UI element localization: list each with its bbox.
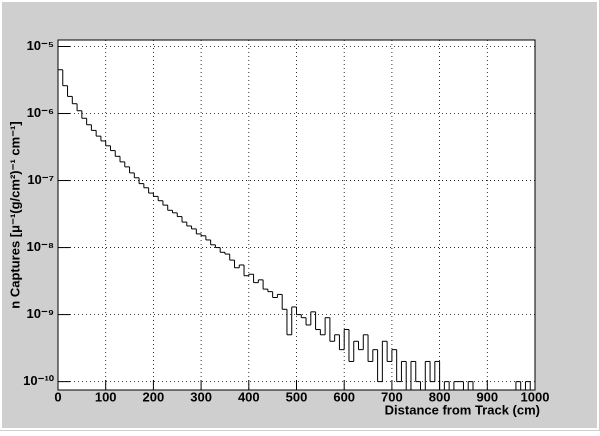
y-tick-label: 10⁻⁷ [27,172,54,187]
x-tick-label: 1000 [521,389,550,404]
x-tick-label: 800 [429,389,451,404]
y-axis-title: n Captures [μ⁻¹(g/cm²)⁻¹ cm⁻¹] [7,121,22,308]
x-tick-label: 100 [95,389,117,404]
y-tick-label: 10⁻⁵ [27,38,54,53]
x-tick-label: 600 [333,389,355,404]
x-tick-label: 400 [238,389,260,404]
y-tick-label: 10⁻⁶ [27,105,54,120]
histogram [58,69,531,390]
x-tick-label: 0 [54,389,61,404]
x-tick-label: 200 [143,389,165,404]
x-tick-label: 500 [286,389,308,404]
x-tick-label: 700 [381,389,403,404]
y-tick-label: 10⁻¹⁰ [23,373,55,388]
x-tick-label: 900 [476,389,498,404]
plot-area [57,39,536,391]
y-tick-label: 10⁻⁸ [27,239,54,254]
x-tick-label: 300 [190,389,212,404]
x-axis-title: Distance from Track (cm) [385,402,540,417]
y-tick-label: 10⁻⁹ [27,306,55,321]
